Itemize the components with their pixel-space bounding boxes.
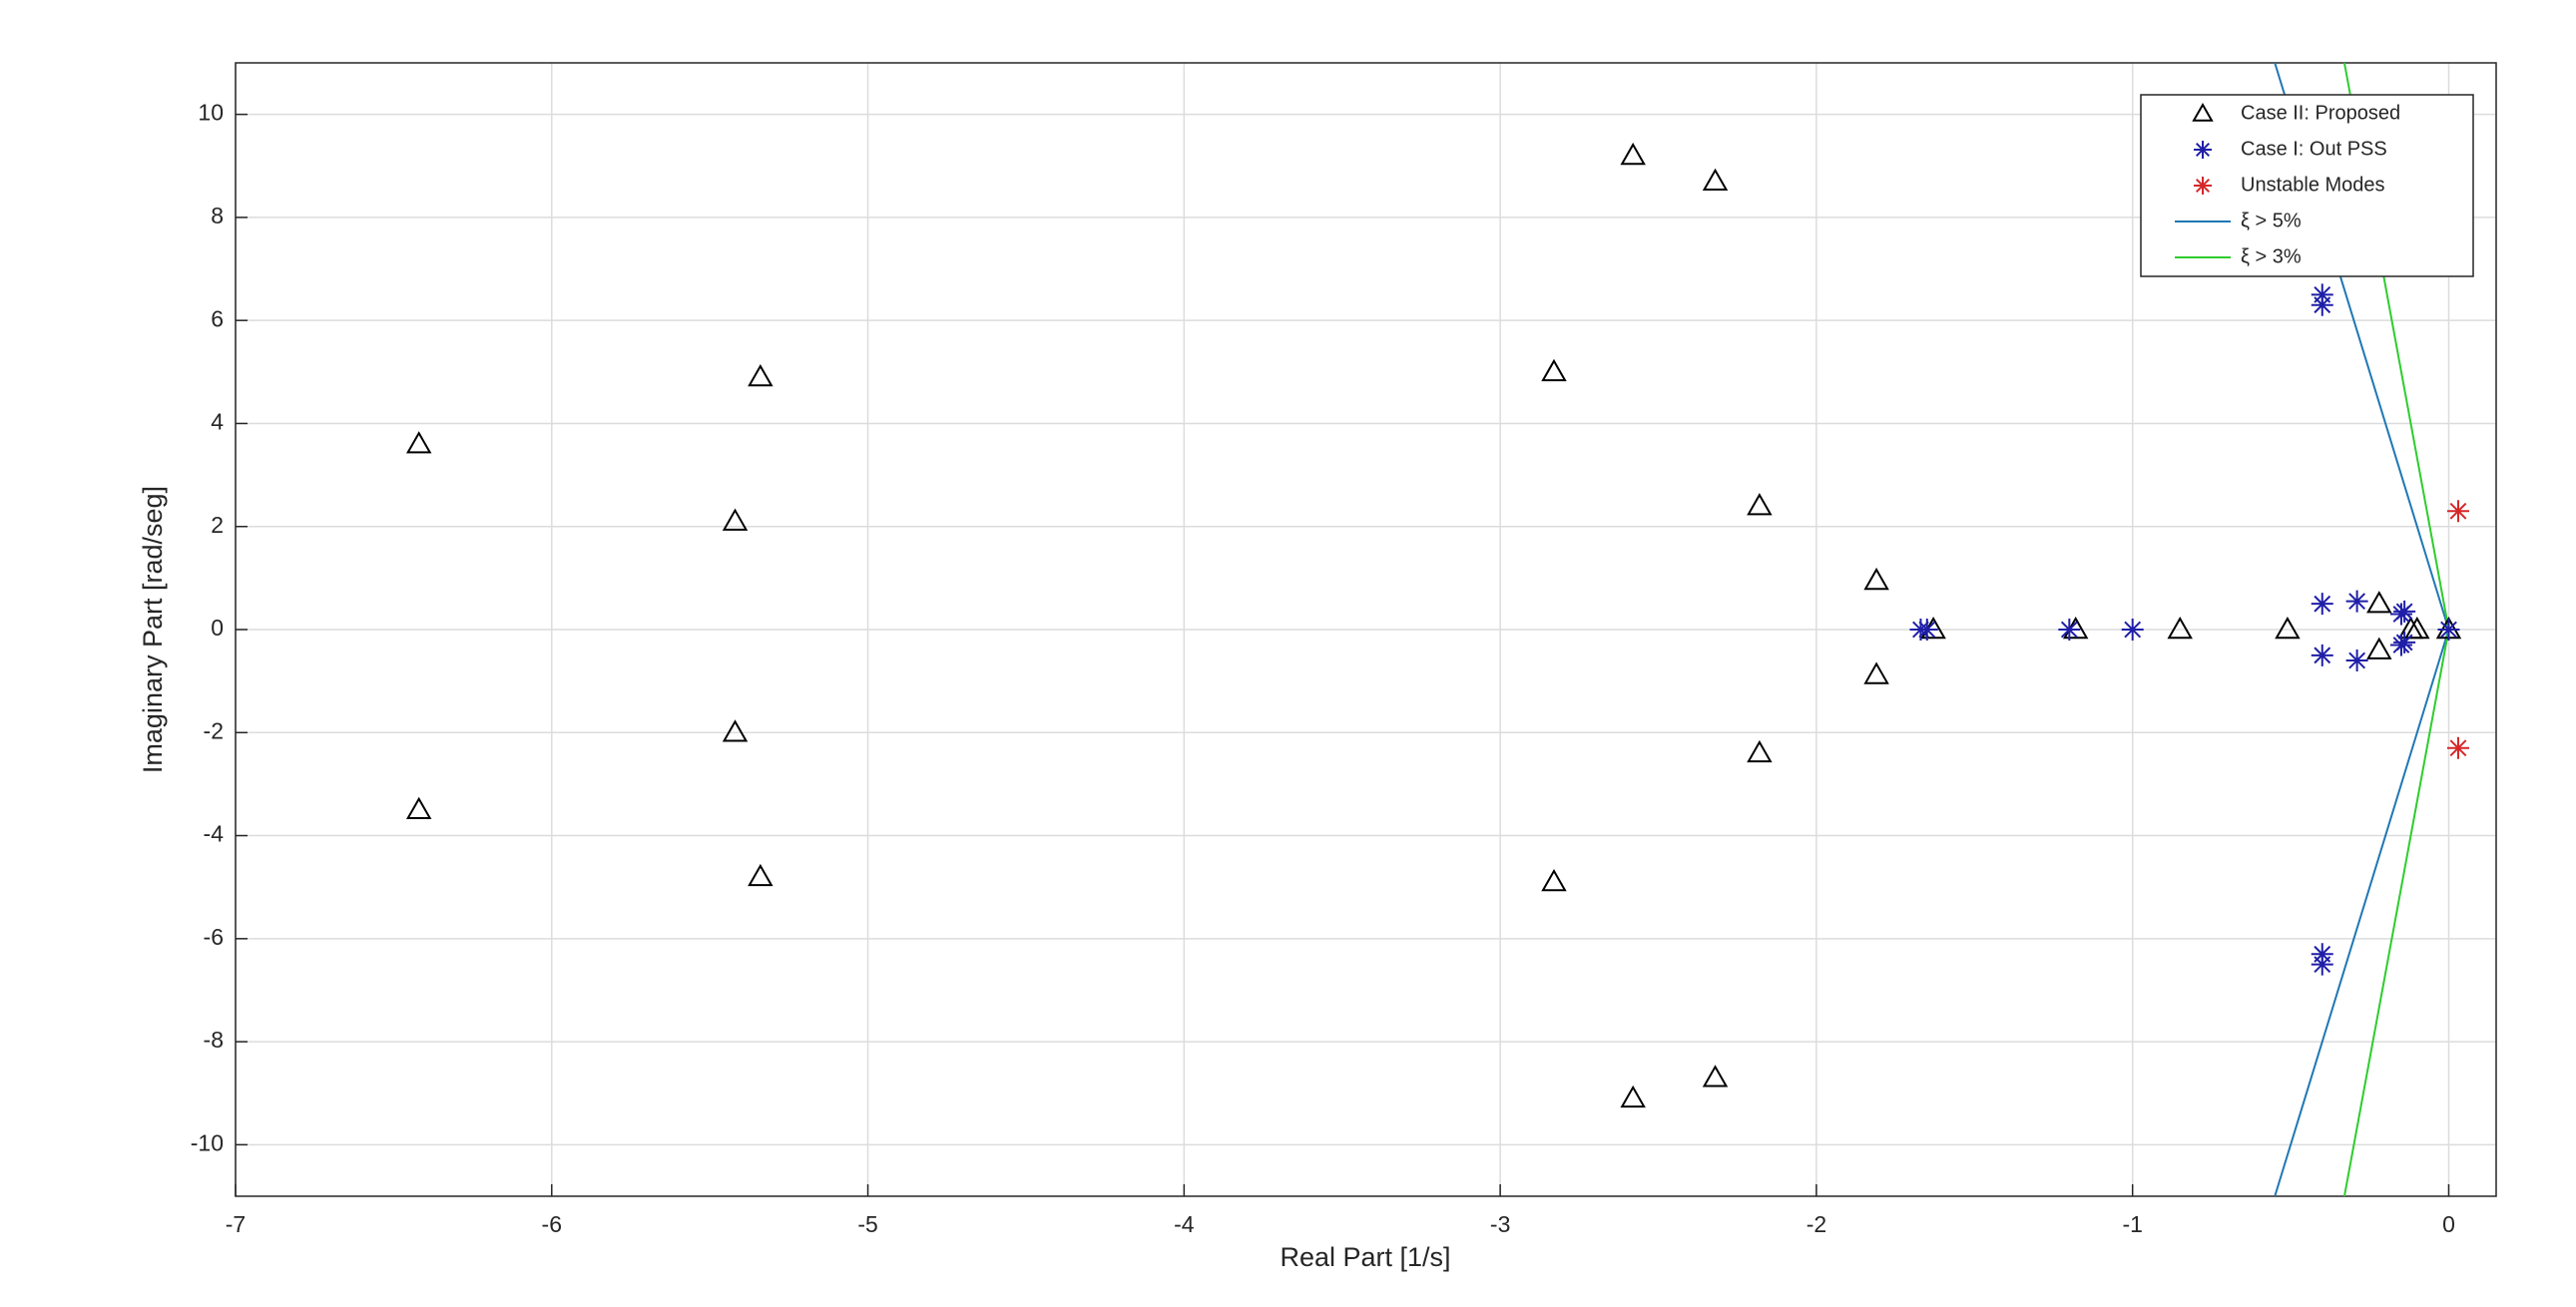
triangle-marker — [2366, 637, 2392, 659]
y-tick-label: 8 — [211, 203, 224, 228]
asterisk-marker — [2058, 619, 2081, 641]
asterisk-marker — [2311, 953, 2333, 976]
x-tick-label: -5 — [857, 1211, 877, 1237]
asterisk-marker — [2446, 500, 2469, 523]
asterisk-marker — [2437, 619, 2460, 641]
y-tick-label: -2 — [204, 717, 224, 743]
legend-label: Case I: Out PSS — [2241, 138, 2387, 160]
legend-label: ξ > 3% — [2241, 245, 2302, 267]
triangle-marker — [1702, 1065, 1729, 1088]
x-tick-label: -4 — [1174, 1211, 1195, 1237]
asterisk-marker — [2311, 593, 2333, 616]
triangle-marker — [748, 363, 773, 387]
y-tick-label: -10 — [191, 1129, 224, 1155]
triangle-marker — [1541, 358, 1567, 382]
triangle-marker — [1541, 869, 1567, 892]
x-tick-label: -3 — [1490, 1211, 1510, 1237]
triangle-marker — [406, 431, 432, 454]
triangle-marker — [1620, 142, 1646, 166]
triangle-marker — [2167, 616, 2193, 640]
triangle-marker — [722, 719, 749, 742]
y-tick-label: 10 — [198, 100, 224, 126]
triangle-marker — [722, 508, 749, 531]
legend: Case II: Proposed Case I: Out PSS Unstable… — [2140, 94, 2474, 277]
asterisk-marker — [2311, 293, 2333, 316]
y-axis-label: Imaginary Part [rad/seg] — [138, 486, 168, 773]
x-axis-label: Real Part [1/s] — [1280, 1242, 1450, 1272]
triangle-marker — [1747, 493, 1773, 516]
asterisk-marker — [2446, 736, 2469, 759]
y-tick-label: -6 — [204, 924, 224, 950]
triangle-marker — [2192, 102, 2214, 122]
asterisk-marker — [2345, 649, 2368, 671]
asterisk-marker — [2194, 177, 2212, 195]
triangle-marker — [2404, 616, 2430, 640]
asterisk-marker — [2121, 619, 2144, 641]
triangle-marker — [748, 863, 773, 887]
legend-label: ξ > 5% — [2241, 210, 2302, 231]
asterisk-marker — [2393, 631, 2416, 654]
triangle-marker — [2275, 616, 2301, 640]
triangle-marker — [406, 796, 432, 819]
x-tick-label: -1 — [2122, 1211, 2142, 1237]
x-tick-label: -6 — [542, 1211, 562, 1237]
y-tick-label: -4 — [204, 821, 225, 847]
triangle-marker — [1747, 739, 1773, 763]
triangle-marker — [1863, 661, 1889, 684]
x-tick-label: 0 — [2442, 1211, 2455, 1237]
y-tick-label: 6 — [211, 305, 224, 331]
x-tick-label: -2 — [1806, 1211, 1826, 1237]
asterisk-marker — [1915, 619, 1938, 641]
x-tick-label: -7 — [226, 1211, 246, 1237]
asterisk-marker — [2311, 644, 2333, 666]
triangle-marker — [1702, 168, 1729, 192]
legend-label: Case II: Proposed — [2241, 102, 2400, 124]
y-tick-label: 0 — [211, 615, 224, 641]
triangle-marker — [1863, 567, 1889, 591]
plot-frame — [235, 62, 2497, 1197]
asterisk-marker — [2194, 141, 2212, 159]
legend-label: Unstable Modes — [2241, 174, 2385, 196]
asterisk-marker — [2393, 600, 2416, 623]
triangle-marker — [1620, 1085, 1646, 1108]
asterisk-marker — [2345, 590, 2368, 613]
triangle-marker — [2366, 591, 2392, 614]
y-tick-label: -8 — [204, 1027, 224, 1053]
y-tick-label: 4 — [211, 409, 224, 435]
y-tick-label: 2 — [211, 512, 224, 538]
